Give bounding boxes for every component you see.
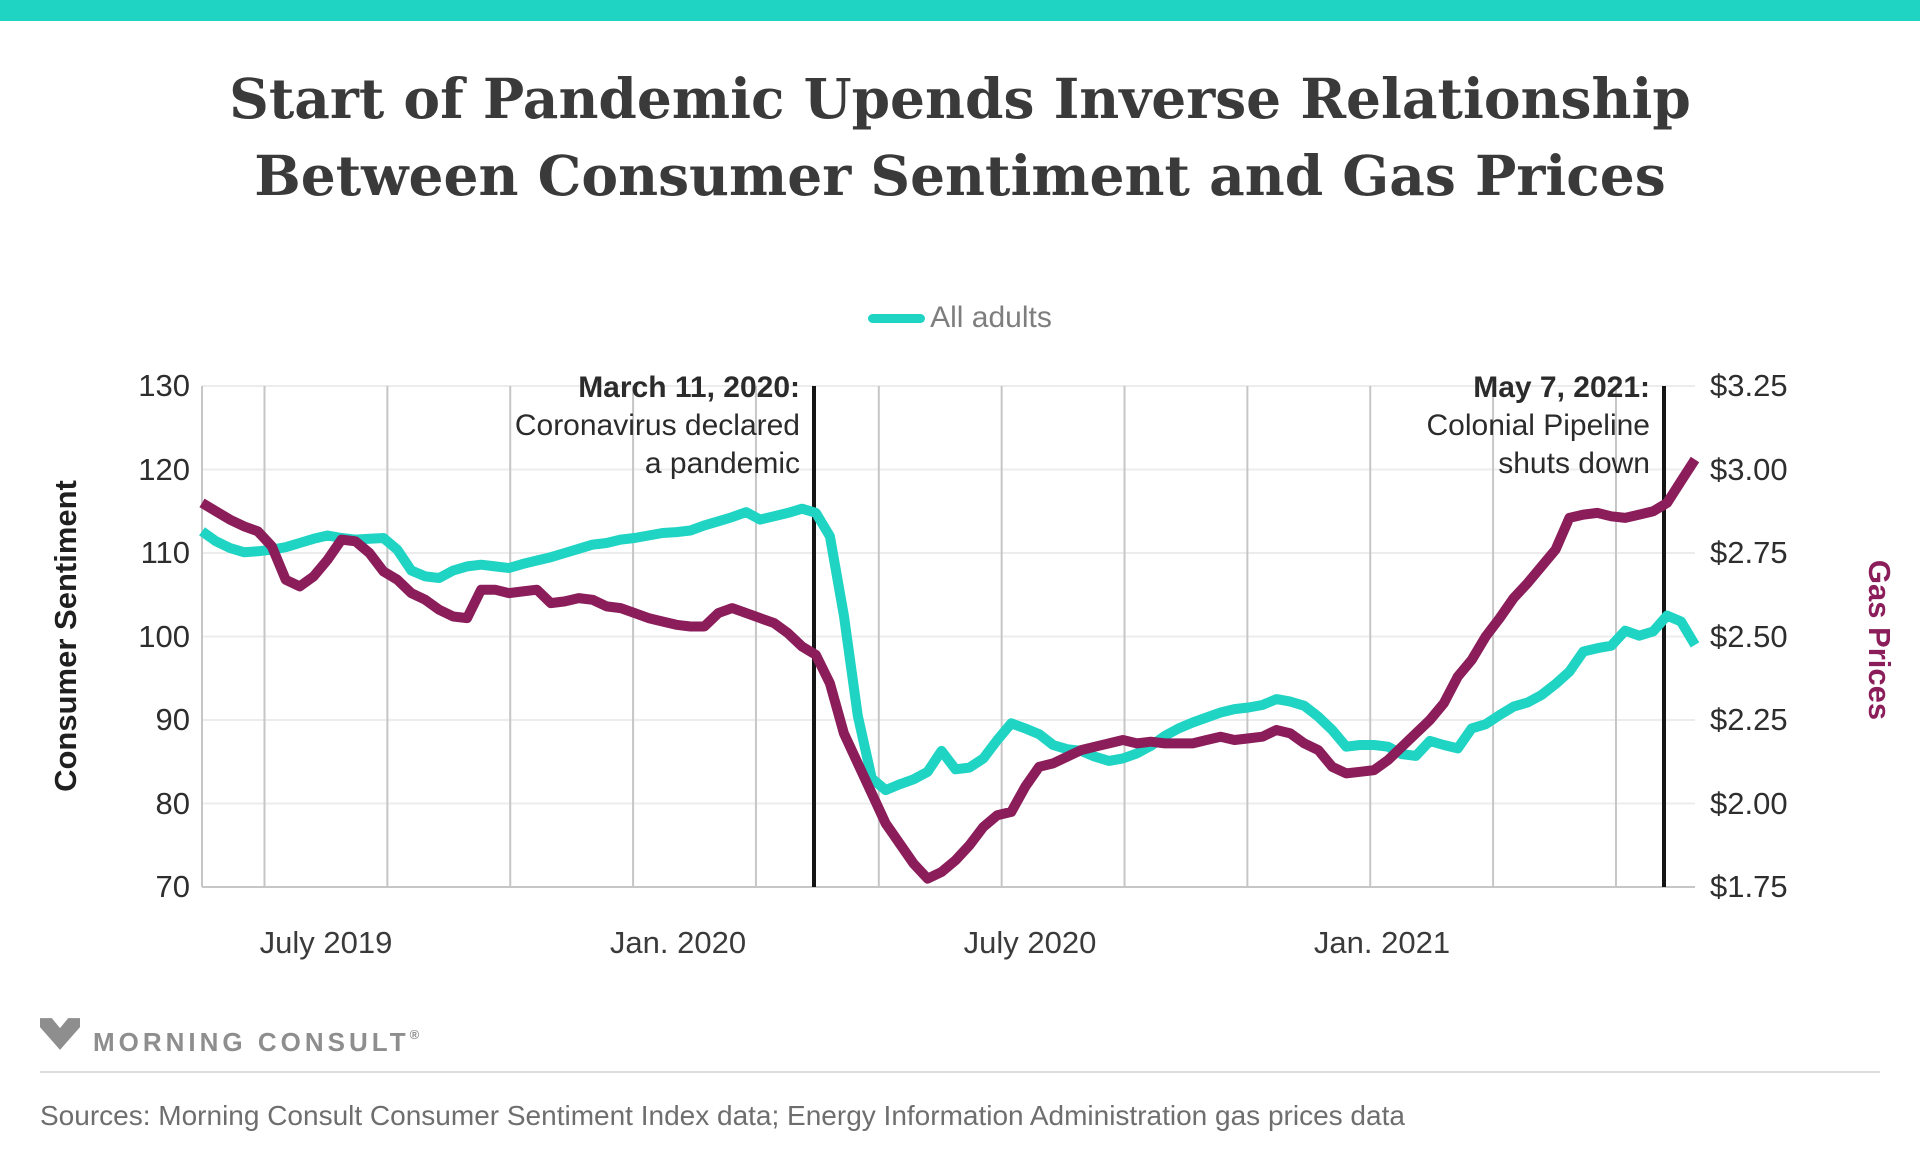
registered-mark: ® bbox=[409, 1027, 420, 1042]
y-left-tick: 130 bbox=[138, 368, 190, 403]
y-right-tick: $3.00 bbox=[1710, 451, 1788, 487]
y-left-tick: 110 bbox=[140, 535, 190, 570]
y-right-tick: $2.00 bbox=[1710, 785, 1788, 821]
morning-consult-m-icon bbox=[40, 1018, 80, 1050]
y-left-tick: 70 bbox=[155, 869, 190, 904]
y-left-tick: 90 bbox=[155, 702, 190, 737]
annotation-1: March 11, 2020: Coronavirus declared a pan… bbox=[370, 369, 800, 483]
y-right-axis-title: Gas Prices bbox=[1862, 559, 1897, 721]
logo-wordmark: MORNING CONSULT® bbox=[93, 1027, 420, 1057]
page-title: Start of Pandemic Upends Inverse Relatio… bbox=[0, 60, 1920, 214]
x-axis-tick: Jan. 2020 bbox=[609, 925, 747, 960]
y-right-tick: $3.25 bbox=[1710, 368, 1788, 403]
annotation-2: May 7, 2021: Colonial Pipeline shuts down bbox=[1220, 369, 1650, 483]
series-line-gas-prices bbox=[199, 456, 1700, 884]
chart-legend: All adults bbox=[0, 301, 1920, 335]
x-axis-tick: Jan. 2021 bbox=[1313, 925, 1451, 960]
sources-text: Sources: Morning Consult Consumer Sentim… bbox=[40, 1100, 1405, 1131]
footer-divider bbox=[40, 1071, 1880, 1073]
series-line-all-adults bbox=[199, 503, 1700, 796]
y-right-tick: $2.75 bbox=[1710, 535, 1788, 570]
annotation-date: March 11, 2020: bbox=[578, 371, 800, 404]
annotation-line: a pandemic bbox=[644, 447, 800, 480]
y-left-tick: 100 bbox=[138, 618, 190, 654]
y-left-axis-title: Consumer Sentiment bbox=[48, 480, 83, 792]
y-right-tick: $2.25 bbox=[1710, 702, 1788, 737]
y-left-tick: 80 bbox=[155, 785, 190, 821]
legend-swatch-all-adults bbox=[868, 313, 926, 323]
y-right-tick: $2.50 bbox=[1710, 618, 1788, 654]
morning-consult-logo: MORNING CONSULT® bbox=[40, 1018, 419, 1059]
annotation-line: Coronavirus declared bbox=[514, 409, 800, 442]
page-title-line2: Between Consumer Sentiment and Gas Price… bbox=[254, 143, 1666, 208]
x-axis-tick: July 2019 bbox=[259, 925, 393, 960]
x-axis-tick: July 2020 bbox=[963, 925, 1097, 960]
annotation-line: Colonial Pipeline bbox=[1426, 409, 1650, 442]
brand-top-bar bbox=[0, 0, 1920, 21]
annotation-date: May 7, 2021: bbox=[1473, 371, 1650, 404]
y-right-tick: $1.75 bbox=[1710, 869, 1788, 904]
page-title-line1: Start of Pandemic Upends Inverse Relatio… bbox=[229, 66, 1691, 131]
y-left-tick: 120 bbox=[138, 451, 190, 487]
annotation-line: shuts down bbox=[1498, 447, 1650, 480]
legend-label-all-adults: All adults bbox=[930, 301, 1052, 334]
